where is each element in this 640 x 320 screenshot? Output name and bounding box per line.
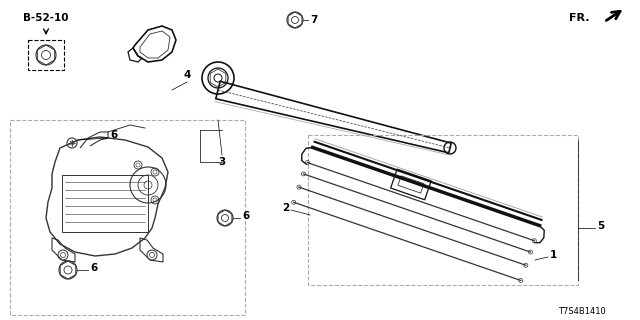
Text: B-52-10: B-52-10: [23, 13, 68, 23]
Bar: [28, 40, 64, 70]
Bar: [398, 176, 424, 193]
Text: 1: 1: [550, 250, 557, 260]
Bar: [390, 169, 431, 200]
Text: 4: 4: [183, 70, 191, 80]
Text: 7: 7: [310, 15, 317, 25]
Bar: [308, 135, 578, 285]
Text: 5: 5: [597, 221, 604, 231]
Text: 2: 2: [282, 203, 289, 213]
Text: T7S4B1410: T7S4B1410: [558, 308, 606, 316]
Bar: [10, 120, 245, 315]
Text: 6: 6: [242, 211, 249, 221]
Text: FR.: FR.: [570, 13, 590, 23]
Text: 3: 3: [218, 157, 226, 167]
Text: 6: 6: [110, 130, 117, 140]
Text: 6: 6: [90, 263, 97, 273]
